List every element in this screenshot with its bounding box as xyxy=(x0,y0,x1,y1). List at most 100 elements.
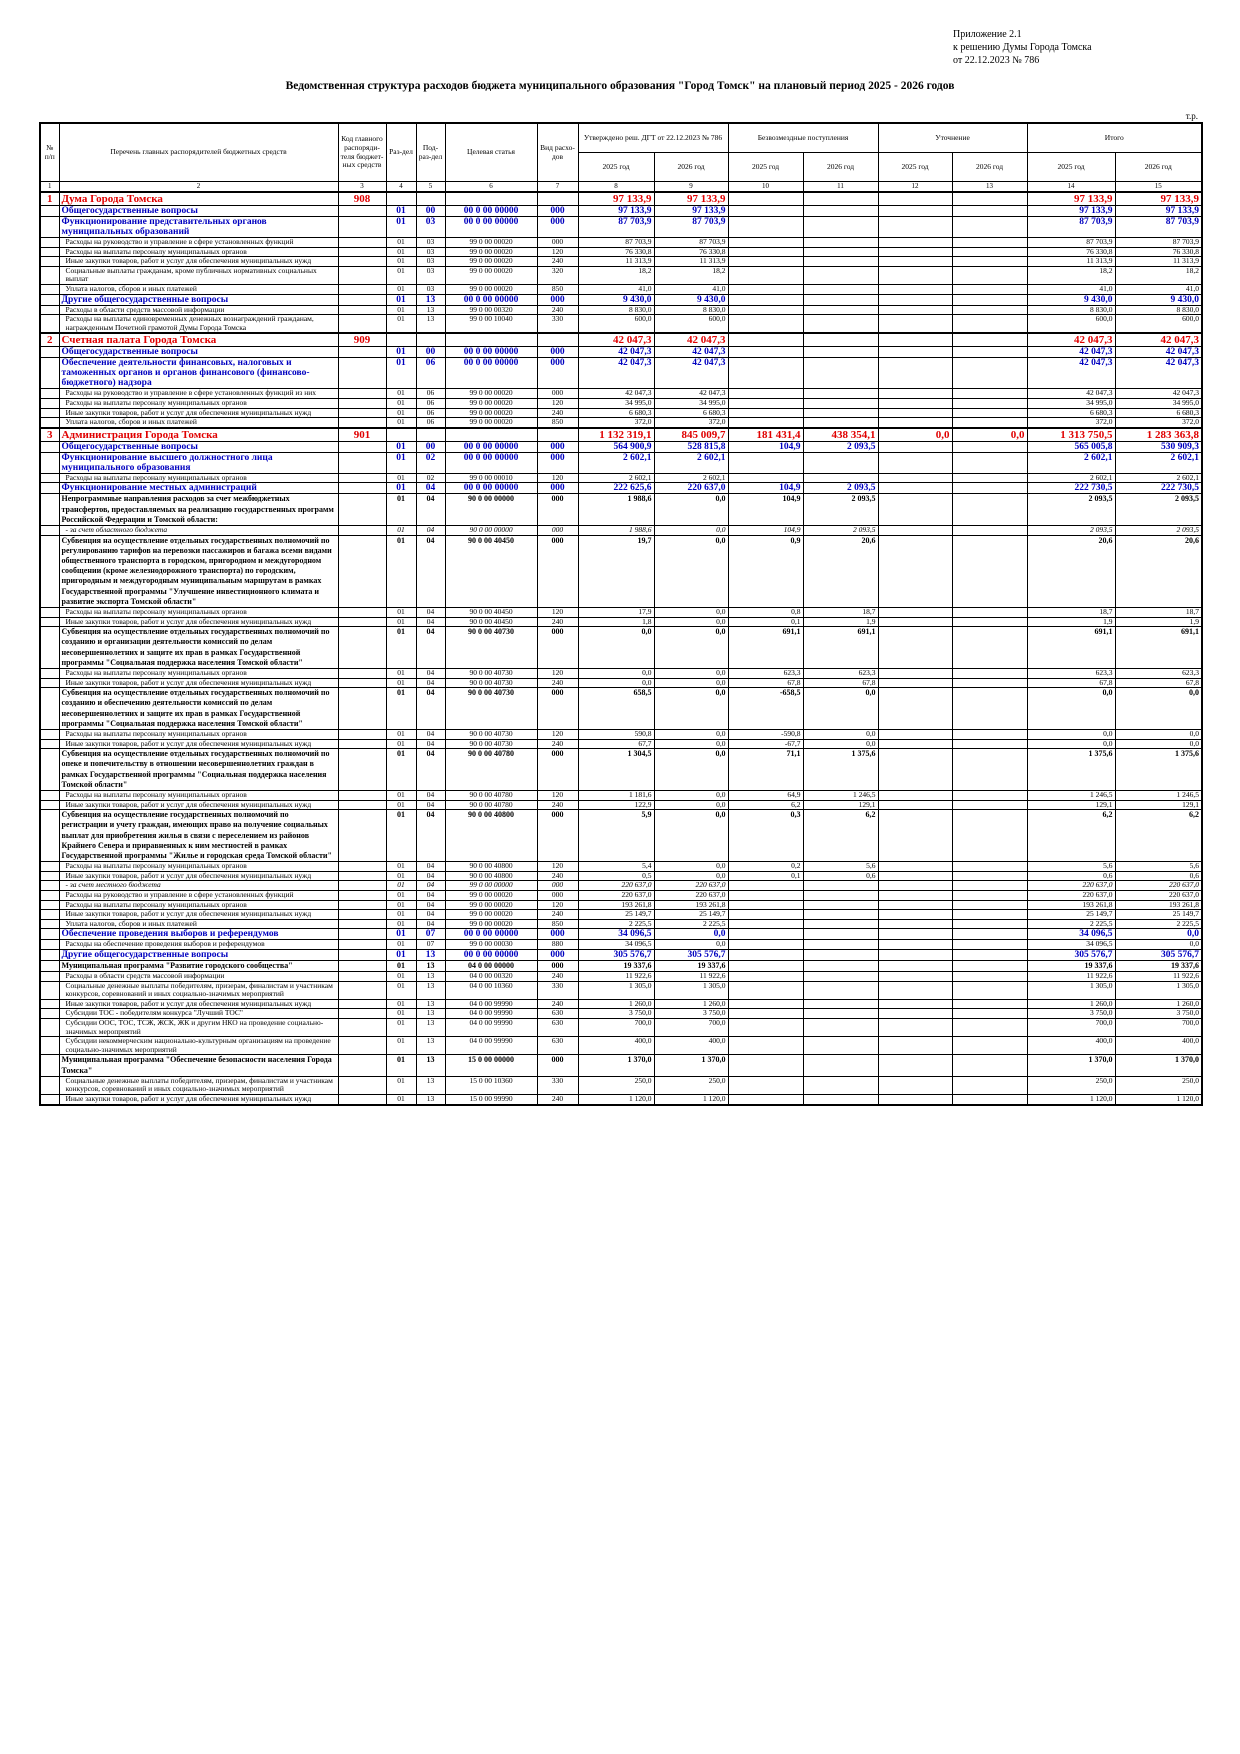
item-name: Расходы на выплаты персоналу муниципальн… xyxy=(58,246,339,258)
expense-type: 000 xyxy=(536,534,579,608)
value: 42 047,3 xyxy=(577,346,655,359)
ministry-code xyxy=(337,256,387,267)
ministry-code xyxy=(337,1018,387,1038)
value: 2 602,1 xyxy=(1026,451,1116,474)
target-article: 99 0 00 00000 xyxy=(444,880,538,891)
podrazdel: 04 xyxy=(415,687,446,730)
value xyxy=(727,909,804,920)
value xyxy=(877,667,953,679)
value: 193 261,8 xyxy=(1114,899,1203,911)
value xyxy=(727,1008,804,1020)
value xyxy=(802,1075,879,1096)
value: 2 602,1 xyxy=(1026,472,1116,484)
value xyxy=(877,472,953,484)
value xyxy=(802,1054,879,1077)
value: 0,0 xyxy=(1026,738,1116,750)
value: 1 120,0 xyxy=(577,1094,655,1106)
column-number: 13 xyxy=(951,181,1028,193)
ministry-code xyxy=(337,205,387,217)
value: 5,6 xyxy=(1114,861,1203,872)
ministry-code xyxy=(337,626,387,669)
target-article: 90 0 00 40730 xyxy=(444,687,538,730)
value: 42 047,3 xyxy=(577,332,655,348)
value: 1 375,6 xyxy=(1026,748,1116,791)
value: 1 370,0 xyxy=(653,1054,729,1077)
value xyxy=(802,971,879,982)
podrazdel: 13 xyxy=(415,1075,446,1096)
item-name: Расходы на выплаты персоналу муниципальн… xyxy=(58,899,339,911)
value xyxy=(727,293,804,306)
razdel: 01 xyxy=(385,237,417,248)
ministry-code xyxy=(337,909,387,920)
value: 34 096,5 xyxy=(1026,928,1116,941)
value: 220 637,0 xyxy=(653,880,729,891)
razdel: 01 xyxy=(385,293,417,306)
table-row: Субсидии ООС, ТОС, ТСЖ, ЖСК, ЖК и другим… xyxy=(39,1018,1203,1038)
value xyxy=(877,998,953,1010)
row-num xyxy=(39,534,60,608)
value xyxy=(951,314,1028,334)
value: 250,0 xyxy=(653,1075,729,1096)
value xyxy=(877,918,953,930)
row-num xyxy=(39,909,60,920)
table-row: Субвенция на осуществление отдельных гос… xyxy=(39,626,1203,669)
column-number: 7 xyxy=(536,181,579,193)
value xyxy=(951,939,1028,950)
value: 18,2 xyxy=(577,265,655,285)
value xyxy=(951,1018,1028,1038)
ministry-code xyxy=(337,216,387,238)
value: 104,9 xyxy=(727,440,804,453)
value xyxy=(727,959,804,973)
value: -590,8 xyxy=(727,728,804,740)
razdel: 01 xyxy=(385,314,417,334)
value xyxy=(727,388,804,399)
value xyxy=(877,971,953,982)
value xyxy=(877,205,953,217)
head-year: 2026 год xyxy=(653,152,729,182)
row-num xyxy=(39,237,60,248)
value: 2 602,1 xyxy=(653,451,729,474)
value xyxy=(802,256,879,267)
item-name: Иные закупки товаров, работ и услуг для … xyxy=(58,1094,339,1106)
value: 0,2 xyxy=(727,861,804,872)
value: 623,3 xyxy=(727,667,804,679)
row-num xyxy=(39,959,60,973)
value: 220 637,0 xyxy=(577,889,655,901)
item-name: Субвенция на осуществление отдельных гос… xyxy=(58,534,339,608)
value: 3 750,0 xyxy=(577,1008,655,1020)
item-name: Иные закупки товаров, работ и услуг для … xyxy=(58,677,339,689)
table-row: Расходы в области средств массовой инфор… xyxy=(39,304,1203,316)
value: 19 337,6 xyxy=(577,959,655,973)
podrazdel: 13 xyxy=(415,948,446,961)
value: 372,0 xyxy=(1026,417,1116,429)
value: 0,0 xyxy=(877,426,953,442)
row-num xyxy=(39,748,60,791)
value: 19,7 xyxy=(577,534,655,608)
value: 8 830,0 xyxy=(653,304,729,316)
expense-type xyxy=(536,191,579,206)
razdel: 01 xyxy=(385,667,417,679)
value xyxy=(951,216,1028,238)
value xyxy=(951,388,1028,399)
razdel: 01 xyxy=(385,889,417,901)
item-name: Иные закупки товаров, работ и услуг для … xyxy=(58,998,339,1010)
value: 9 430,0 xyxy=(653,293,729,306)
value: 691,1 xyxy=(727,626,804,669)
value: 2 093,5 xyxy=(1114,524,1203,536)
row-num xyxy=(39,1054,60,1077)
value xyxy=(727,256,804,267)
value: 0,0 xyxy=(802,738,879,750)
row-num xyxy=(39,667,60,679)
ministry-code xyxy=(337,789,387,801)
value: 97 133,9 xyxy=(1114,205,1203,217)
value: 8 830,0 xyxy=(577,304,655,316)
value: 1 370,0 xyxy=(1114,1054,1203,1077)
value xyxy=(877,677,953,689)
value: 0,0 xyxy=(1114,928,1203,941)
item-name: Иные закупки товаров, работ и услуг для … xyxy=(58,909,339,920)
target-article: 99 0 00 10040 xyxy=(444,314,538,334)
value xyxy=(951,728,1028,740)
podrazdel: 03 xyxy=(415,246,446,258)
value xyxy=(877,524,953,536)
razdel: 01 xyxy=(385,899,417,911)
